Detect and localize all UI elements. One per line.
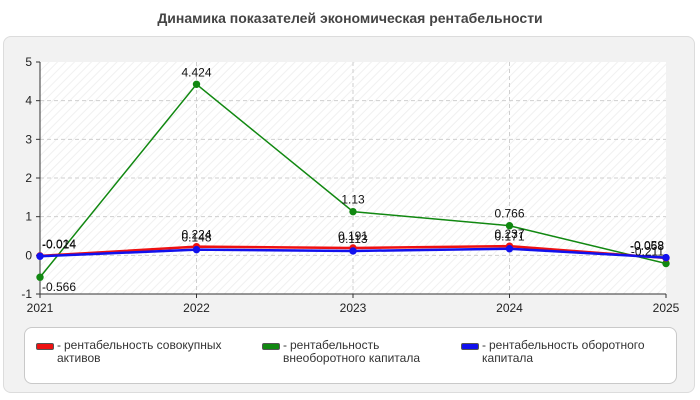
axes: -1 0 1 2 3 4 5 2021 2022 2023 2024 2025 <box>21 55 679 315</box>
data-point-1 <box>36 273 44 281</box>
data-label: 0.191 <box>338 229 368 243</box>
data-point-1 <box>192 80 201 88</box>
y-tick-label: 1 <box>25 210 32 224</box>
data-point-2 <box>505 245 514 253</box>
legend: - рентабельность совокупных активов - рент… <box>24 327 677 384</box>
legend-label: рентабельность внеоборотного капитала <box>283 338 420 365</box>
legend-swatch-blue <box>461 343 479 350</box>
data-label: 0.113 <box>338 232 367 246</box>
data-label: 0.224 <box>181 228 211 242</box>
data-label: -0.058 <box>630 239 664 253</box>
data-label: 0.766 <box>494 207 524 221</box>
data-point-1 <box>505 222 514 230</box>
legend-swatch-red <box>36 343 54 350</box>
x-tick-label: 2021 <box>27 301 54 315</box>
data-label: 0.237 <box>494 227 524 241</box>
y-tick-label: 5 <box>25 55 32 69</box>
data-label: 1.13 <box>341 193 365 207</box>
legend-swatch-green <box>262 343 280 350</box>
data-point-1 <box>349 207 357 216</box>
data-label: -0.024 <box>42 237 76 251</box>
data-label: -0.566 <box>42 280 76 294</box>
y-tick-label: 0 <box>25 248 32 262</box>
x-tick-label: 2024 <box>496 301 523 315</box>
x-tick-label: 2023 <box>340 301 367 315</box>
data-point-2 <box>36 252 44 260</box>
y-tick-label: 3 <box>25 132 32 146</box>
y-tick-label: 2 <box>25 171 32 185</box>
data-label: 0.171 <box>494 230 524 244</box>
legend-label: рентабельность совокупных активов <box>57 338 222 365</box>
chart-title: Динамика показателей экономическая рента… <box>157 10 543 26</box>
data-label: 4.424 <box>181 65 211 79</box>
series-layer <box>36 80 670 281</box>
y-tick-label: 4 <box>25 94 32 108</box>
data-point-2 <box>349 247 357 255</box>
data-label: -0.014 <box>42 237 76 251</box>
x-tick-label: 2022 <box>183 301 210 315</box>
data-labels: -0.014 0.224 0.191 0.237 -0.068 -0.566 4.424 1.… <box>42 65 664 294</box>
legend-label: рентабельность оборотного капитала <box>482 338 645 365</box>
grid-lines <box>40 62 666 294</box>
data-point-2 <box>192 245 201 254</box>
data-label: 0.148 <box>181 231 211 245</box>
data-point-2 <box>662 253 670 262</box>
x-tick-label: 2025 <box>653 301 680 315</box>
data-label: -0.211 <box>631 244 664 258</box>
data-label: -0.068 <box>630 239 664 253</box>
y-tick-label: -1 <box>21 287 32 301</box>
